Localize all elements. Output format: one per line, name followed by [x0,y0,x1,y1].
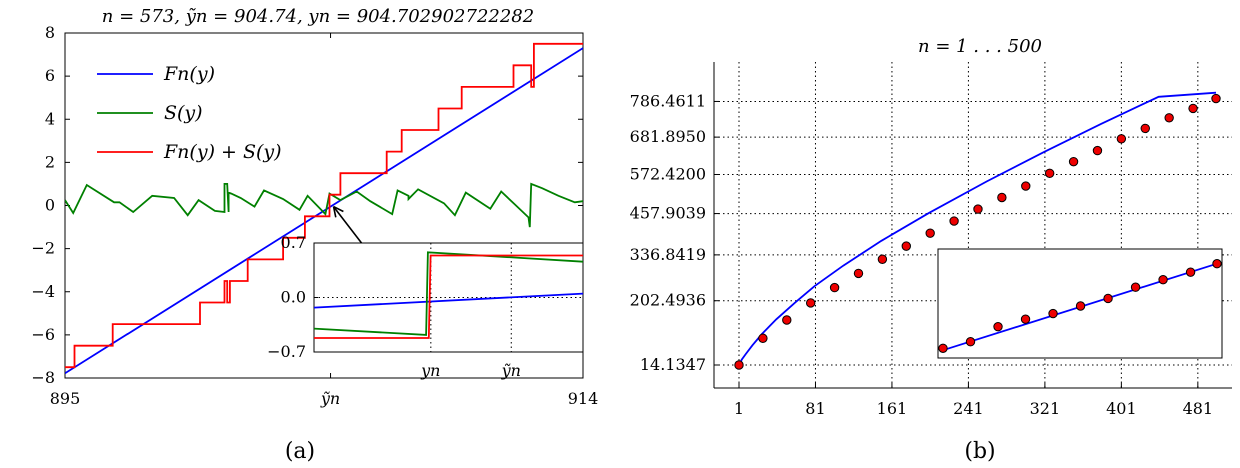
x-tick-label: ỹn [320,389,340,408]
y-tick-label: 4 [45,109,55,128]
panel-a-series [65,42,583,375]
y-tick-label: −6 [31,325,55,344]
panel-a: n = 573, ỹn = 904.74, yn = 904.702902722… [31,6,598,464]
data-point [1044,168,1055,178]
panel-a-y-ticks: 8 6 4 2 0 −2 −4 −6 −8 [31,23,583,387]
legend-label: Fn(y) [163,63,215,85]
data-point [949,216,959,226]
inset-x-tick-label: yn [420,361,440,380]
inset-y-tick-label: −0.7 [267,342,306,361]
inset-data-point [1212,259,1222,269]
panel-b: n = 1 . . . 500 14.1347 202.4936 336.8419 4… [630,36,1232,464]
inset-frame [313,242,584,353]
data-point [1140,123,1150,134]
panel-b-x-ticks: 1 81 161 241 321 401 481 [734,383,1213,418]
inset-data-point [1185,267,1196,277]
inset-series-line-2 [314,254,583,339]
x-tick-label: 1 [734,399,744,418]
data-point [877,254,888,264]
inset-data-point [1130,282,1141,292]
inset-y-tick-label: 0.0 [281,288,306,307]
data-point [758,333,768,343]
legend-label: Fn(y) + S(y) [163,141,282,163]
panel-a-x-ticks: 895 ỹn 914 [50,33,599,408]
data-point [1116,134,1127,144]
y-tick-label: 572.4200 [630,164,706,183]
y-tick-label: 2 [45,152,55,171]
panel-b-title: n = 1 . . . 500 [918,36,1042,57]
data-point [1021,181,1031,191]
inset-data-point [993,321,1003,332]
data-point [1068,156,1079,167]
series-line-0 [65,47,583,375]
x-tick-label: 241 [953,399,984,418]
data-point [1211,93,1221,104]
annotation-arrow-head [332,205,344,218]
x-tick-label: 161 [877,399,908,418]
panel-a-inset: 0.7 0.0 −0.7 yn ỹn [267,233,584,380]
panel-b-grid [714,62,1232,388]
panel-a-title: n = 573, ỹn = 904.74, yn = 904.702902722… [102,6,534,27]
inset-x-tick-label: ỹn [501,361,521,380]
x-tick-label: 895 [50,389,81,408]
data-point [853,268,864,279]
inset-data-point [1048,308,1058,319]
inset-series-line-0 [314,292,583,309]
series-line-2 [65,42,583,369]
y-tick-label: −2 [31,239,55,258]
y-tick-label: 14.1347 [640,355,706,374]
y-tick-label: −8 [31,368,55,387]
data-point [1092,145,1103,156]
y-tick-label: 6 [45,66,55,85]
data-point [805,298,816,308]
inset-data-point [1158,274,1168,285]
panel-b-inset [937,248,1223,359]
data-point [1164,113,1174,123]
panel-a-legend: Fn(y) S(y) Fn(y) + S(y) [97,63,282,163]
y-tick-label: 457.9039 [630,204,706,223]
data-point [734,360,744,370]
panel-b-caption: (b) [964,439,995,464]
inset-data-point [1103,293,1113,304]
panel-a-caption: (a) [285,439,315,464]
x-tick-label: 321 [1030,399,1061,418]
series-line-1 [65,182,583,228]
y-tick-label: 336.8419 [630,245,706,264]
y-tick-label: −4 [31,282,55,301]
data-point [997,192,1007,203]
y-tick-label: 681.8950 [630,127,706,146]
x-tick-label: 401 [1106,399,1137,418]
panel-b-series [734,91,1221,370]
y-tick-label: 786.4611 [630,91,706,110]
x-tick-label: 914 [568,389,599,408]
inset-y-tick-label: 0.7 [281,233,306,252]
y-tick-label: 8 [45,23,55,42]
data-point [901,241,911,251]
x-tick-label: 481 [1183,399,1214,418]
data-point [925,228,935,238]
inset-data-point [938,343,948,353]
x-tick-label: 81 [805,399,825,418]
data-point [782,315,792,325]
inset-data-point [1075,301,1086,311]
y-tick-label: 202.4936 [630,291,706,310]
y-tick-label: 0 [45,196,55,215]
inset-data-point [1020,314,1031,324]
data-point [973,204,983,214]
inset-series-line-1 [314,251,583,336]
legend-label: S(y) [164,102,203,124]
data-point [1188,103,1198,114]
data-point [829,282,840,293]
inset-data-point [965,337,976,347]
panel-b-y-ticks: 14.1347 202.4936 336.8419 457.9039 572.4200 6… [630,91,719,374]
series-curve [738,91,1217,366]
